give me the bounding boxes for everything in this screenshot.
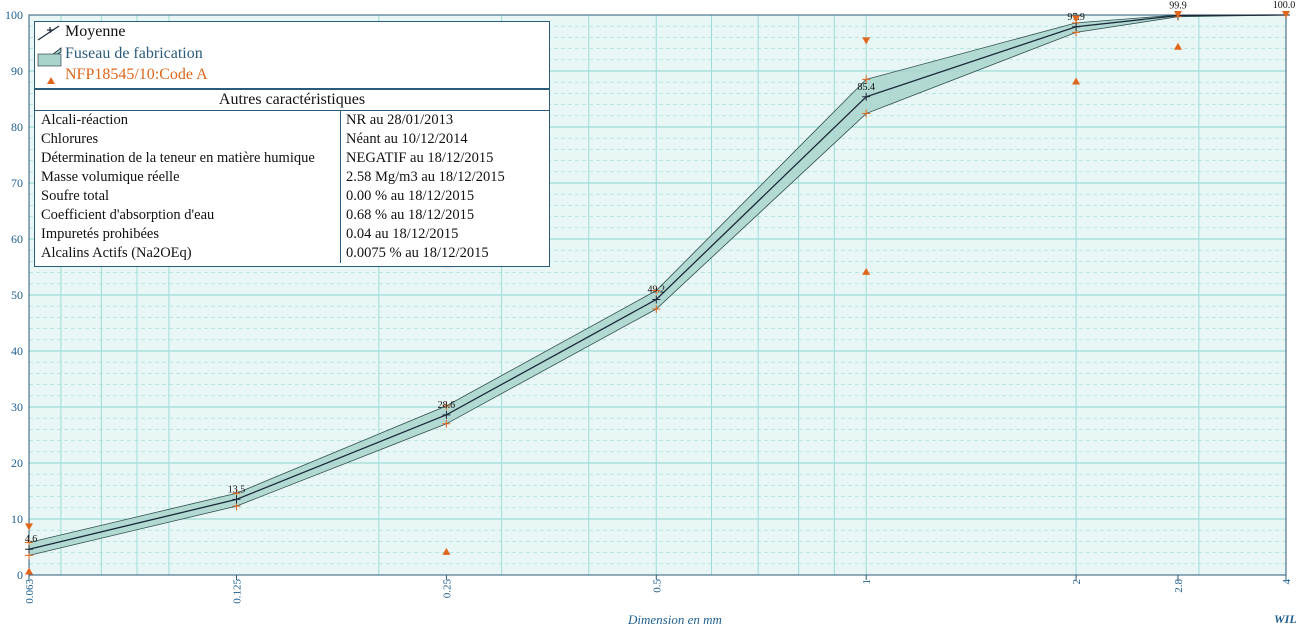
moyenne-point xyxy=(25,545,33,554)
y-tick-label: 10 xyxy=(11,512,23,526)
row-value: NR au 28/01/2013 xyxy=(346,112,454,128)
moyenne-data-label: 28.6 xyxy=(438,400,456,411)
table-row: Détermination de la teneur en matière hu… xyxy=(35,149,549,168)
code-a-lower-limit-marker xyxy=(442,547,451,555)
row-label: Soufre total xyxy=(35,187,341,206)
moyenne-point xyxy=(862,92,871,101)
y-tick-label: 80 xyxy=(11,120,23,134)
band-limit-marker xyxy=(862,109,871,118)
code-a-lower-limit-marker xyxy=(862,267,871,275)
band-limit-marker xyxy=(652,286,661,295)
legend-code-a-label: NFP18545/10:Code A xyxy=(65,66,208,83)
table-title: Autres caractéristiques xyxy=(35,90,549,111)
plot-frame xyxy=(28,14,1287,576)
moyenne-data-label: 4.6 xyxy=(25,534,38,545)
row-label: Chlorures xyxy=(35,130,341,149)
code-a-upper-limit-marker xyxy=(1072,15,1081,23)
table-row: Impuretés prohibées 0.04 au 18/12/2015 xyxy=(35,225,549,244)
legend-code-a-triangle-icon xyxy=(47,77,55,84)
row-label: Alcalins Actifs (Na2OEq) xyxy=(35,244,341,263)
y-tick-label: 20 xyxy=(11,456,23,470)
y-tick-label: 100 xyxy=(5,8,23,22)
row-value: 0.04 au 18/12/2015 xyxy=(346,226,459,242)
x-axis-title: Dimension en mm xyxy=(628,612,722,627)
row-value: 2.58 Mg/m3 au 18/12/2015 xyxy=(346,169,505,185)
legend-symbols xyxy=(37,25,62,84)
moyenne-point xyxy=(1072,22,1081,31)
table-row: Soufre total 0.00 % au 18/12/2015 xyxy=(35,187,549,206)
code-a-upper-limit-marker xyxy=(1173,11,1182,18)
moyenne-data-label: 85.4 xyxy=(857,82,875,93)
band-limit-marker xyxy=(442,401,451,410)
x-tick-label: 0.125 xyxy=(231,579,243,604)
code-a-upper-limit-marker xyxy=(1282,11,1290,18)
code-a-lower-limit-marker xyxy=(1072,77,1081,85)
band-limit-marker xyxy=(652,305,661,313)
x-tick-label: 0.5 xyxy=(651,579,663,593)
characteristics-table: Autres caractéristiques Alcali-réaction N… xyxy=(34,89,550,267)
y-tick-label: 0 xyxy=(17,568,23,582)
row-value: Néant au 10/12/2014 xyxy=(346,131,468,147)
moyenne-data-label: 13.5 xyxy=(228,484,246,495)
table-row: Alcali-réaction NR au 28/01/2013 xyxy=(35,111,549,130)
code-a-upper-limit-marker xyxy=(862,37,871,45)
y-tick-label: 70 xyxy=(11,176,23,190)
row-value: 0.0075 % au 18/12/2015 xyxy=(346,245,489,261)
x-tick-label: 0.25 xyxy=(441,579,453,599)
x-tick-label: 2.8 xyxy=(1173,579,1185,593)
table-row: Alcalins Actifs (Na2OEq) 0.0075 % au 18/1… xyxy=(35,244,549,263)
band-limit-marker xyxy=(862,75,871,84)
moyenne-data-label: 49.2 xyxy=(648,284,666,295)
moyenne-data-label: 100.0 xyxy=(1273,0,1296,11)
row-value: NEGATIF au 18/12/2015 xyxy=(346,150,494,166)
legend-moyenne-label: Moyenne xyxy=(65,23,126,40)
chart-legend: Moyenne Fuseau de fabrication NFP18545/1… xyxy=(34,21,550,89)
moyenne-line xyxy=(28,14,1287,550)
legend-fuseau-label: Fuseau de fabrication xyxy=(65,45,203,62)
corner-mark: WIL xyxy=(1274,612,1297,626)
code-a-lower-limit-marker xyxy=(1173,42,1182,50)
table-row: Chlorures Néant au 10/12/2014 xyxy=(35,130,549,149)
code-a-lower-limit-marker xyxy=(25,567,33,575)
y-tick-label: 30 xyxy=(11,400,23,414)
band-limit-marker xyxy=(25,538,33,547)
x-tick-label: 0.063 xyxy=(24,579,36,604)
row-label: Masse volumique réelle xyxy=(35,168,341,187)
row-label: Alcali-réaction xyxy=(35,111,341,130)
y-tick-label: 50 xyxy=(11,288,23,302)
row-value: 0.68 % au 18/12/2015 xyxy=(346,207,475,223)
band-limit-marker xyxy=(232,502,241,511)
table-row: Masse volumique réelle 2.58 Mg/m3 au 18/1… xyxy=(35,168,549,187)
x-tick-label: 4 xyxy=(1281,579,1293,585)
row-label: Impuretés prohibées xyxy=(35,225,341,244)
row-value: 0.00 % au 18/12/2015 xyxy=(346,188,475,204)
x-tick-label: 2 xyxy=(1071,579,1083,585)
moyenne-data-label: 99.9 xyxy=(1169,1,1187,12)
y-tick-label: 40 xyxy=(11,344,23,358)
moyenne-point xyxy=(442,410,451,419)
y-tick-label: 90 xyxy=(11,64,23,78)
table-row: Coefficient d'absorption d'eau 0.68 % au … xyxy=(35,206,549,225)
legend-moyenne-line-icon xyxy=(37,25,60,41)
code-a-upper-limit-marker xyxy=(25,523,33,531)
row-label: Détermination de la teneur en matière hu… xyxy=(35,149,341,168)
moyenne-point xyxy=(652,295,661,304)
y-tick-label: 60 xyxy=(11,232,23,246)
row-label: Coefficient d'absorption d'eau xyxy=(35,206,341,225)
moyenne-point xyxy=(232,495,241,504)
x-tick-label: 1 xyxy=(861,579,873,585)
band-limit-marker xyxy=(442,419,451,428)
